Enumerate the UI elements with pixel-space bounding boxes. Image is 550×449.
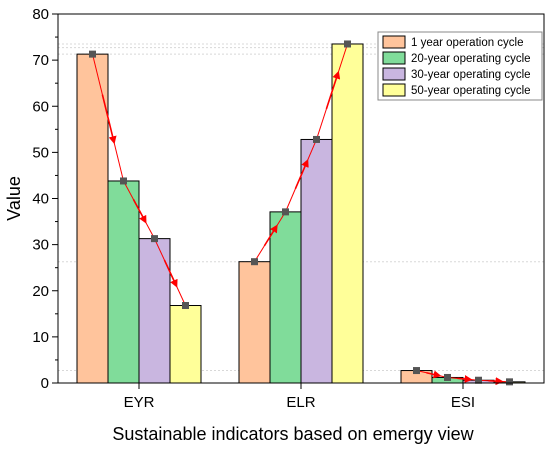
y-axis-title: Value — [4, 176, 24, 221]
legend-label: 30-year operating cycle — [411, 69, 531, 81]
bar — [331, 43, 364, 384]
data-point-marker — [282, 208, 289, 216]
y-tick-label: 10 — [32, 329, 49, 346]
data-point-marker — [475, 376, 482, 384]
y-tick-label: 40 — [32, 191, 49, 208]
data-point-marker — [120, 177, 127, 185]
trend-arrow — [325, 70, 341, 110]
axes: 0 10 20 30 40 50 60 70 80 EYR ELR ESI Sustainable in… — [4, 6, 545, 444]
legend-swatch — [382, 51, 406, 65]
x-tick-label: ESI — [451, 394, 475, 411]
data-point-marker — [313, 135, 320, 143]
y-tick-label: 0 — [41, 375, 49, 392]
legend-swatch — [382, 35, 406, 49]
legend-swatch — [382, 67, 406, 81]
legend-label: 20-year operating cycle — [411, 53, 531, 65]
y-tick-label: 50 — [32, 144, 49, 161]
data-point-marker — [89, 50, 96, 58]
data-point-marker — [444, 373, 451, 381]
y-tick-label: 30 — [32, 237, 49, 254]
legend-label: 50-year operating cycle — [411, 85, 531, 97]
data-point-marker — [413, 367, 420, 375]
data-point-marker — [182, 302, 189, 310]
trend-arrow — [101, 94, 117, 145]
data-point-marker — [506, 378, 513, 386]
bar — [269, 211, 302, 384]
bar — [238, 261, 271, 384]
x-axis-title: Sustainable indicators based on emergy v… — [112, 424, 474, 444]
trend-arrow — [426, 370, 442, 379]
y-tick-label: 20 — [32, 283, 49, 300]
y-tick-label: 60 — [32, 98, 49, 115]
bar — [169, 305, 202, 384]
trend-arrow — [294, 158, 309, 190]
bar — [300, 138, 333, 384]
data-point-marker — [251, 258, 258, 266]
trend-arrow — [457, 375, 473, 383]
y-tick-label: 70 — [32, 52, 49, 69]
bars — [76, 43, 526, 384]
trend-arrow — [488, 377, 504, 386]
data-point-marker — [344, 40, 351, 48]
y-tick-label: 80 — [32, 6, 49, 23]
trend-arrow — [263, 224, 278, 247]
bar — [107, 180, 140, 384]
legend-label: 1 year operation cycle — [411, 37, 524, 49]
legend-swatch — [382, 83, 406, 97]
data-point-marker — [151, 235, 158, 243]
trend-lines — [89, 40, 513, 386]
trend-arrow — [132, 199, 147, 224]
bar — [76, 53, 109, 384]
x-tick-label: ELR — [286, 394, 315, 411]
trend-arrow — [163, 259, 178, 288]
x-tick-label: EYR — [124, 394, 155, 411]
legend: 1 year operation cycle 20-year operating … — [377, 31, 543, 101]
